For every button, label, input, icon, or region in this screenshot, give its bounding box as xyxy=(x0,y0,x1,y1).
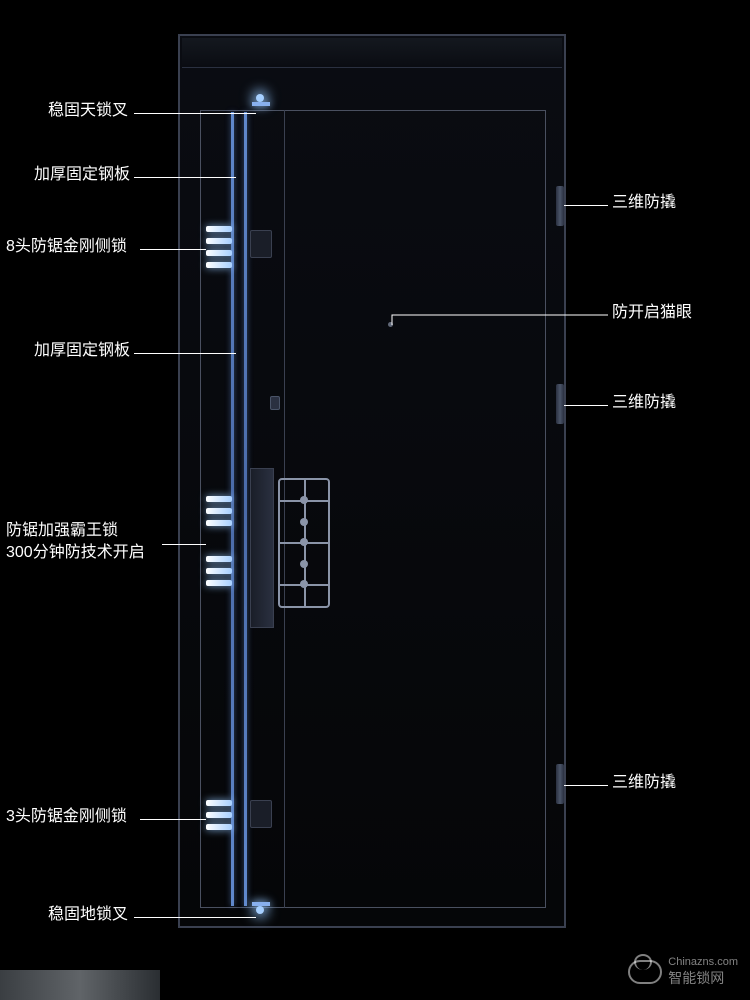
leader-hinge-3 xyxy=(564,785,608,786)
watermark-sub: 智能锁网 xyxy=(668,968,738,988)
leader-peephole xyxy=(0,0,750,1000)
label-hinge-2: 三维防撬 xyxy=(612,392,676,414)
cloud-icon xyxy=(628,960,662,984)
label-hinge-3: 三维防撬 xyxy=(612,772,676,794)
watermark: Chinazns.com 智能锁网 xyxy=(628,956,738,988)
leader-hinge-2 xyxy=(564,405,608,406)
bottom-strip xyxy=(0,970,160,1000)
watermark-brand: Chinazns.com xyxy=(668,956,738,968)
